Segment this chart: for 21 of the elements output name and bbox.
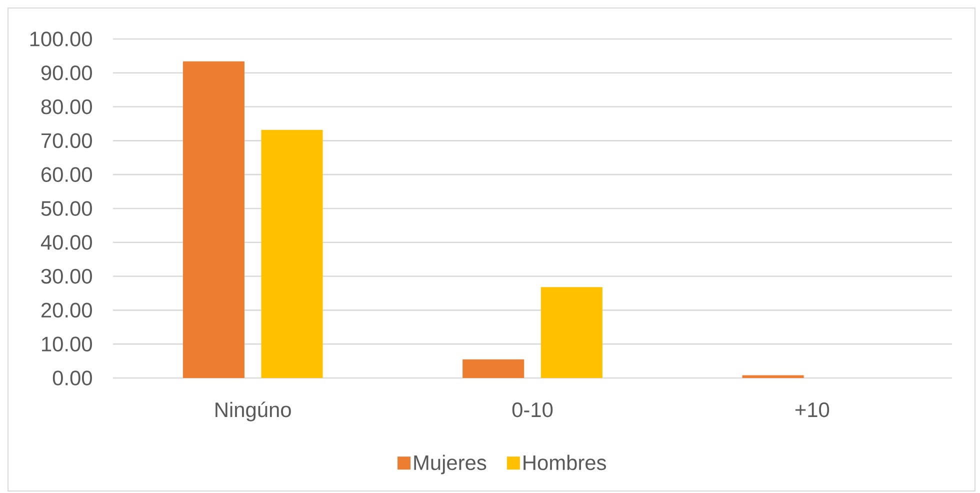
- y-tick-label: 0.00: [52, 370, 92, 386]
- y-tick-label: 100.00: [30, 32, 92, 46]
- y-tick-label: 20.00: [42, 302, 92, 318]
- x-tick-label: Ningúno: [216, 402, 291, 422]
- x-tick-label: +10: [795, 402, 830, 418]
- bar: [742, 375, 804, 378]
- y-tick-label: 90.00: [41, 65, 92, 80]
- y-tick-label: 50.00: [41, 201, 92, 216]
- x-tick-label: 0-10: [512, 402, 553, 418]
- bar: [182, 61, 244, 378]
- y-tick-label: 60.00: [42, 167, 92, 182]
- y-tick-label: 80.00: [41, 99, 92, 114]
- legend-label: Mujeres: [414, 454, 486, 474]
- y-tick-label: 70.00: [42, 133, 92, 148]
- y-tick-label: 30.00: [41, 268, 92, 284]
- bar: [462, 359, 524, 378]
- y-tick-label: 10.00: [42, 336, 92, 352]
- bar: [261, 130, 323, 378]
- bar: [540, 287, 602, 378]
- y-tick-label: 40.00: [40, 234, 92, 250]
- legend-label: Hombres: [524, 454, 606, 470]
